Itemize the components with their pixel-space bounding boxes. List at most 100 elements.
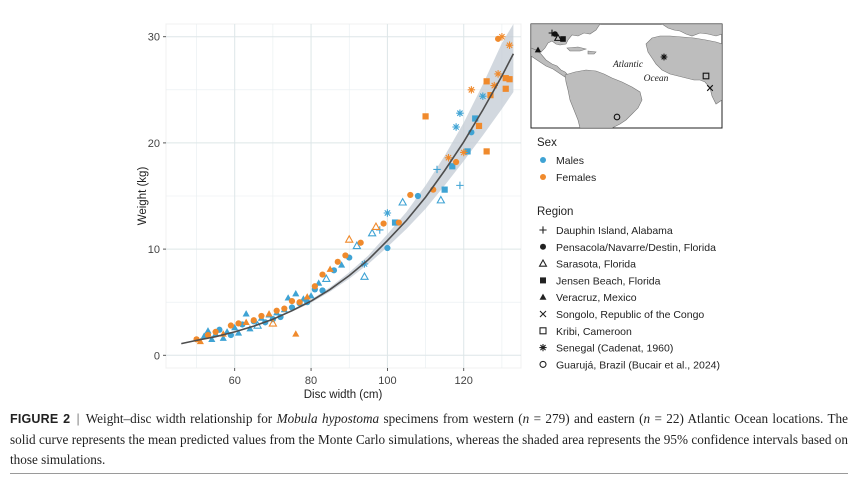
data-point-females xyxy=(344,234,354,243)
data-point-males xyxy=(398,197,408,206)
x-tick-label: 120 xyxy=(455,375,473,387)
data-point-females xyxy=(453,158,460,166)
data-point-males xyxy=(321,273,331,282)
inset-map: Atlantic Ocean xyxy=(530,23,723,129)
data-point-females xyxy=(196,337,204,345)
data-point-females xyxy=(288,298,296,305)
data-point-males xyxy=(231,323,239,331)
y-tick-label: 20 xyxy=(148,138,160,150)
caption-label: FIGURE 2 xyxy=(10,412,71,426)
data-point-males xyxy=(288,304,296,311)
legend-region-symbol xyxy=(539,344,547,352)
data-point-males xyxy=(456,109,464,117)
data-point-females xyxy=(494,70,502,78)
data-point-females xyxy=(502,75,509,82)
data-point-females xyxy=(475,122,483,130)
legend-region-label: Kribi, Cameroon xyxy=(556,326,632,338)
data-point-males xyxy=(319,287,326,294)
data-point-females xyxy=(292,330,300,337)
data-point-males xyxy=(234,329,243,336)
legend-region-symbol xyxy=(538,258,548,267)
data-point-females xyxy=(422,113,429,120)
data-point-males xyxy=(456,181,464,190)
x-tick-label: 60 xyxy=(229,375,241,387)
data-point-females xyxy=(334,258,341,265)
map-marker xyxy=(702,72,710,80)
data-point-females xyxy=(268,318,278,327)
data-point-females xyxy=(490,81,498,90)
legend-region: Region Dauphin Island, Alabama Pensacola/… xyxy=(537,206,720,371)
map-ocean-label-line2: Ocean xyxy=(644,74,669,84)
data-point-females xyxy=(342,252,349,259)
caption-text-part2: specimens from western ( xyxy=(379,411,523,426)
legend-region-label: Senegal (Cadenat, 1960) xyxy=(556,343,673,355)
data-point-males xyxy=(246,324,254,332)
data-point-females xyxy=(483,78,490,85)
data-point-females xyxy=(506,76,513,83)
data-point-females xyxy=(319,271,326,278)
map-marker xyxy=(553,33,563,41)
data-point-males xyxy=(391,219,399,226)
data-point-males xyxy=(479,92,487,100)
data-point-males xyxy=(384,244,391,252)
data-point-females xyxy=(273,307,280,314)
map-marker xyxy=(613,113,621,121)
y-axis-label: Weight (kg) xyxy=(137,167,149,226)
map-marker xyxy=(706,84,714,92)
legend-region-label: Guarujá, Brazil (Bucair et al., 2024) xyxy=(556,359,720,371)
legend-region-symbol xyxy=(539,310,547,318)
y-tick-label: 30 xyxy=(148,32,160,44)
data-point-males xyxy=(433,165,441,174)
caption-n2-var: n xyxy=(643,411,651,426)
data-point-females xyxy=(242,318,250,325)
data-point-females xyxy=(483,148,490,155)
data-point-females xyxy=(265,310,273,317)
data-point-males xyxy=(449,163,456,170)
legend-sex-title: Sex xyxy=(537,137,557,149)
caption-n1-var: n xyxy=(522,411,530,426)
figure-caption: FIGURE 2 | Weight–disc width relationship … xyxy=(10,409,848,471)
legend-region-label: Jensen Beach, Florida xyxy=(556,275,661,287)
legend-region-symbol xyxy=(540,243,546,250)
mean-curve-line xyxy=(181,53,515,345)
data-point-females xyxy=(357,239,364,246)
map-marker xyxy=(660,53,668,61)
y-tick-label: 10 xyxy=(148,244,160,256)
mean-curve xyxy=(181,53,515,345)
legend-region-symbol xyxy=(539,226,547,234)
data-point-males xyxy=(441,186,448,193)
data-point-males xyxy=(414,192,422,200)
caption-text-part3: = 279) and eastern ( xyxy=(529,411,644,426)
data-point-females xyxy=(212,328,219,336)
data-point-females xyxy=(467,86,476,94)
data-point-females xyxy=(498,33,506,41)
y-axis-ticks: 0 10 20 30 xyxy=(148,32,166,362)
data-point-males xyxy=(242,310,250,317)
data-point-females xyxy=(395,219,402,226)
legend-sex-label: Males xyxy=(556,155,584,167)
map-marker xyxy=(560,36,566,42)
data-point-females xyxy=(281,305,288,312)
legend-region-label: Veracruz, Mexico xyxy=(556,292,637,304)
data-point-males xyxy=(472,115,479,122)
data-point-males xyxy=(436,195,446,204)
data-point-females xyxy=(371,221,381,230)
legend-region-symbol xyxy=(539,293,547,300)
map-location-markers xyxy=(534,29,714,121)
data-point-females xyxy=(227,322,234,329)
legend-sex-label: Females xyxy=(556,172,596,184)
data-point-females xyxy=(204,331,212,339)
scatter-plot: 60 80 100 120 0 10 20 30 Disc width (cm) Weigh… xyxy=(137,23,522,401)
data-point-females xyxy=(235,320,242,327)
x-tick-label: 80 xyxy=(305,375,317,387)
plot-grid xyxy=(166,24,521,368)
legend-region-label: Sarasota, Florida xyxy=(556,259,636,271)
map-ocean-label-line1: Atlantic xyxy=(612,60,644,70)
data-point-males xyxy=(204,327,212,334)
legend-region-symbol xyxy=(539,360,547,368)
data-point-males xyxy=(360,260,369,268)
data-point-females xyxy=(444,154,453,162)
caption-species: Mobula hypostoma xyxy=(276,411,380,426)
data-point-females xyxy=(303,293,311,300)
data-point-males xyxy=(383,209,392,217)
